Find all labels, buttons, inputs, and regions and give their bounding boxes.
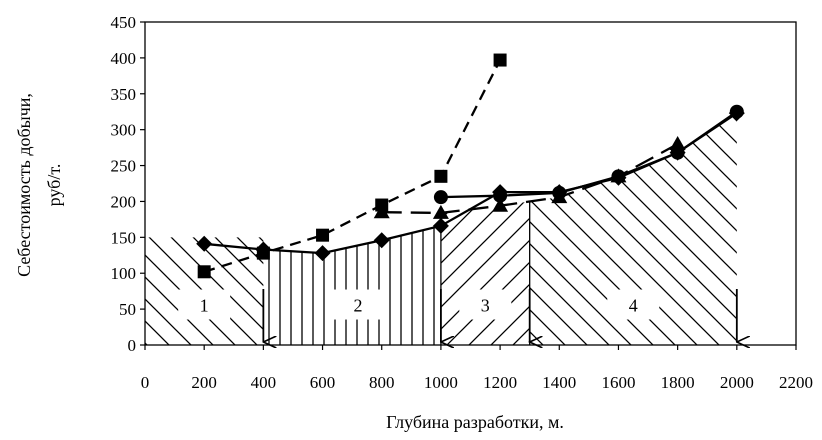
y-axis-title-line1: Себестоимость добычи, (14, 93, 34, 277)
x-tick-label: 1800 (661, 373, 695, 392)
zone-4-hatch (529, 111, 737, 345)
x-tick-label: 1000 (424, 373, 458, 392)
x-tick-label: 200 (191, 373, 217, 392)
series-3-point (492, 197, 509, 212)
y-tick-label: 300 (111, 121, 137, 140)
y-tick-label: 400 (111, 49, 137, 68)
x-tick-label: 600 (310, 373, 336, 392)
series-4-point (670, 145, 685, 160)
zone-3-label: 3 (481, 296, 490, 316)
series-2-point (316, 228, 330, 242)
plot-frame (144, 21, 797, 346)
y-tick-label: 100 (111, 264, 137, 283)
zone-1-label-box (178, 289, 231, 320)
x-tick-label: 2000 (720, 373, 754, 392)
labels-layer: 1 2 3 4 (178, 289, 737, 342)
series-4-point (611, 169, 626, 184)
series-2-point (197, 265, 211, 279)
x-tick-label: 1600 (601, 373, 635, 392)
series-4-point (493, 188, 508, 203)
x-tick-label: 1200 (483, 373, 517, 392)
zone-2-hatch (263, 225, 441, 345)
series-1-point (373, 232, 390, 249)
x-tick-label: 400 (251, 373, 277, 392)
x-tick-label: 1400 (542, 373, 576, 392)
zone-3-hatch (440, 201, 530, 345)
zone-2-label: 2 (354, 296, 363, 316)
series-layer (196, 53, 745, 279)
series-2-point (434, 169, 448, 183)
series-3-line (381, 143, 679, 215)
series-4-point (729, 104, 744, 119)
y-tick-label: 50 (119, 300, 136, 319)
series-4-point (552, 185, 567, 200)
series-2-line (203, 59, 502, 273)
x-tick-label: 0 (141, 373, 150, 392)
series-2-point (493, 53, 507, 67)
zone-4-label-box (607, 289, 660, 320)
series-3-point (432, 204, 449, 219)
zone-4-label: 4 (629, 296, 638, 316)
series-3-point (373, 204, 390, 219)
zone-1-label: 1 (200, 296, 209, 316)
y-tick-label: 200 (111, 192, 137, 211)
x-tick-label: 800 (369, 373, 395, 392)
series-4-point (433, 190, 448, 205)
axes-layer: 0 50 100 150 200 250 300 350 400 450 0 200 400 600 800… (111, 13, 814, 392)
y-tick-label: 150 (111, 228, 137, 247)
series-2-point (256, 246, 270, 260)
zone-3-label-box (459, 289, 512, 320)
series-3-point (669, 136, 686, 151)
y-tick-label: 0 (128, 336, 137, 355)
x-axis-title: Глубина разработки, м. (386, 412, 564, 432)
series-1-point (432, 217, 449, 234)
y-tick-label: 450 (111, 13, 137, 32)
series-4-line (440, 110, 738, 199)
y-tick-label: 250 (111, 157, 137, 176)
series-1-point (196, 235, 213, 252)
y-tick-label: 350 (111, 85, 137, 104)
series-1-point (314, 245, 331, 262)
y-axis-title-line2: руб/т. (44, 164, 64, 207)
zone-2-label-box (332, 289, 385, 320)
x-tick-label: 2200 (779, 373, 813, 392)
